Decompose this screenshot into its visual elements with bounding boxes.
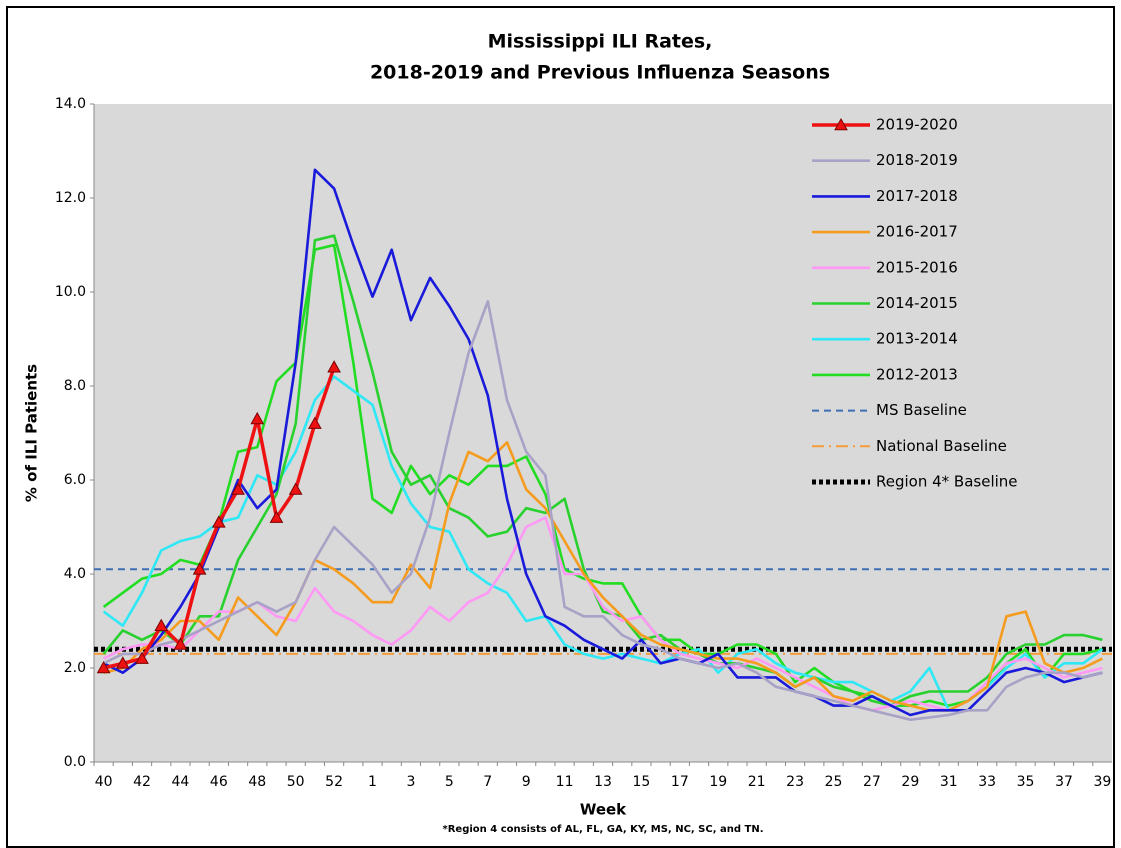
legend-label: Region 4* Baseline <box>876 473 1018 491</box>
x-tick-label: 15 <box>633 774 651 790</box>
legend-label: 2013-2014 <box>876 330 958 348</box>
data-marker <box>231 482 245 495</box>
data-marker <box>269 510 284 523</box>
x-tick-label: 11 <box>556 774 574 790</box>
x-tick-label: 21 <box>748 774 766 790</box>
legend-label: 2012-2013 <box>876 365 958 383</box>
x-tick-label: 1 <box>368 774 377 790</box>
chart-title: 2018-2019 and Previous Influenza Seasons <box>370 62 830 84</box>
data-marker <box>211 515 226 528</box>
x-tick-label: 29 <box>901 774 919 790</box>
x-axis-title: Week <box>580 801 627 819</box>
legend-label: MS Baseline <box>876 401 967 419</box>
x-tick-label: 23 <box>786 774 804 790</box>
x-tick-label: 35 <box>1017 774 1035 790</box>
data-marker <box>115 656 130 669</box>
x-tick-label: 33 <box>978 774 996 790</box>
y-tick-label: 14.0 <box>55 96 86 112</box>
y-tick-label: 4.0 <box>64 566 86 582</box>
y-tick-label: 10.0 <box>55 284 86 300</box>
footnote: *Region 4 consists of AL, FL, GA, KY, MS… <box>442 824 763 835</box>
x-tick-label: 25 <box>825 774 843 790</box>
x-tick-label: 3 <box>406 774 415 790</box>
legend-label: 2016-2017 <box>876 223 958 241</box>
series-line <box>103 168 1103 717</box>
legend-label: 2015-2016 <box>876 258 958 276</box>
x-tick-label: 37 <box>1055 774 1073 790</box>
legend-label: 2019-2020 <box>876 116 958 134</box>
x-tick-label: 40 <box>95 774 113 790</box>
data-marker <box>173 637 188 650</box>
data-marker <box>327 360 341 373</box>
x-tick-label: 42 <box>133 774 151 790</box>
data-marker <box>192 562 207 575</box>
x-tick-label: 7 <box>483 774 492 790</box>
x-tick-label: 31 <box>940 774 958 790</box>
legend-label: 2018-2019 <box>876 151 958 169</box>
y-axis-title: % of ILI Patients <box>23 364 41 502</box>
x-tick-label: 5 <box>445 774 454 790</box>
x-tick-label: 9 <box>522 774 531 790</box>
legend-marker <box>834 117 848 131</box>
legend-label: 2014-2015 <box>876 294 958 312</box>
data-marker <box>250 411 265 425</box>
x-tick-label: 44 <box>172 774 190 790</box>
series-line <box>103 300 1103 721</box>
x-tick-label: 27 <box>863 774 881 790</box>
data-marker <box>288 482 303 495</box>
data-marker <box>308 416 322 429</box>
series-line <box>102 243 1103 707</box>
series-line <box>102 234 1103 707</box>
y-tick-label: 12.0 <box>55 190 86 206</box>
x-tick-label: 46 <box>210 774 228 790</box>
x-tick-label: 39 <box>1093 774 1111 790</box>
legend-label: 2017-2018 <box>876 187 958 205</box>
legend-label: National Baseline <box>876 437 1007 455</box>
data-marker <box>96 660 111 674</box>
x-tick-label: 50 <box>287 774 305 790</box>
x-tick-label: 13 <box>594 774 612 790</box>
x-tick-label: 48 <box>248 774 266 790</box>
chart-title: Mississippi ILI Rates, <box>488 31 713 53</box>
y-tick-label: 0.0 <box>64 754 86 770</box>
y-tick-label: 8.0 <box>64 378 86 394</box>
y-tick-label: 6.0 <box>64 472 86 488</box>
y-tick-label: 2.0 <box>64 660 86 676</box>
data-marker <box>154 618 169 631</box>
plot-area <box>94 104 1112 762</box>
x-tick-label: 17 <box>671 774 689 790</box>
x-tick-label: 52 <box>325 774 343 790</box>
data-marker <box>135 651 149 664</box>
series-line <box>103 516 1103 712</box>
x-tick-label: 19 <box>709 774 727 790</box>
